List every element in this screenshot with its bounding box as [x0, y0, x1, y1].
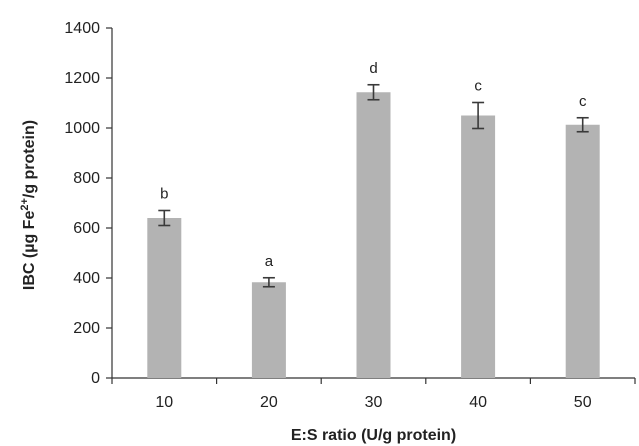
y-axis-title-suffix: /g protein) [21, 120, 38, 198]
y-tick-label: 0 [91, 370, 100, 387]
x-tick-label: 30 [365, 394, 383, 411]
y-tick-label: 800 [73, 170, 100, 187]
y-axis-title-superscript: 2+ [19, 198, 31, 211]
significance-label: a [265, 253, 274, 270]
x-tick-label: 40 [469, 394, 487, 411]
bar-20 [251, 282, 286, 378]
y-tick-label: 400 [73, 270, 100, 287]
bars [147, 92, 600, 378]
significance-label: d [369, 60, 377, 77]
y-tick-label: 1200 [64, 70, 100, 87]
y-tick-label: 200 [73, 320, 100, 337]
significance-label: c [579, 93, 587, 110]
y-axis: 0 200 400 600 800 1000 1200 1400 [64, 20, 113, 387]
y-axis-title-prefix: IBC (µg Fe [21, 211, 38, 291]
bar-10 [147, 218, 182, 378]
error-bars [158, 83, 589, 288]
x-axis-title: E:S ratio (U/g protein) [291, 427, 456, 444]
x-tick-label: 50 [574, 394, 592, 411]
x-tick-label: 20 [260, 394, 278, 411]
bar-50 [565, 124, 600, 378]
bar-30 [356, 92, 391, 378]
y-axis-title: IBC (µg Fe2+/g protein) [19, 120, 38, 290]
significance-labels: b a d c c [160, 60, 587, 270]
significance-label: b [160, 186, 168, 203]
y-tick-label: 1000 [64, 120, 100, 137]
y-tick-label: 600 [73, 220, 100, 237]
bar-40 [461, 115, 496, 378]
x-tick-label: 10 [155, 394, 173, 411]
significance-label: c [474, 78, 482, 95]
x-axis: 10 20 30 40 50 [111, 377, 636, 411]
y-tick-label: 1400 [64, 20, 100, 37]
